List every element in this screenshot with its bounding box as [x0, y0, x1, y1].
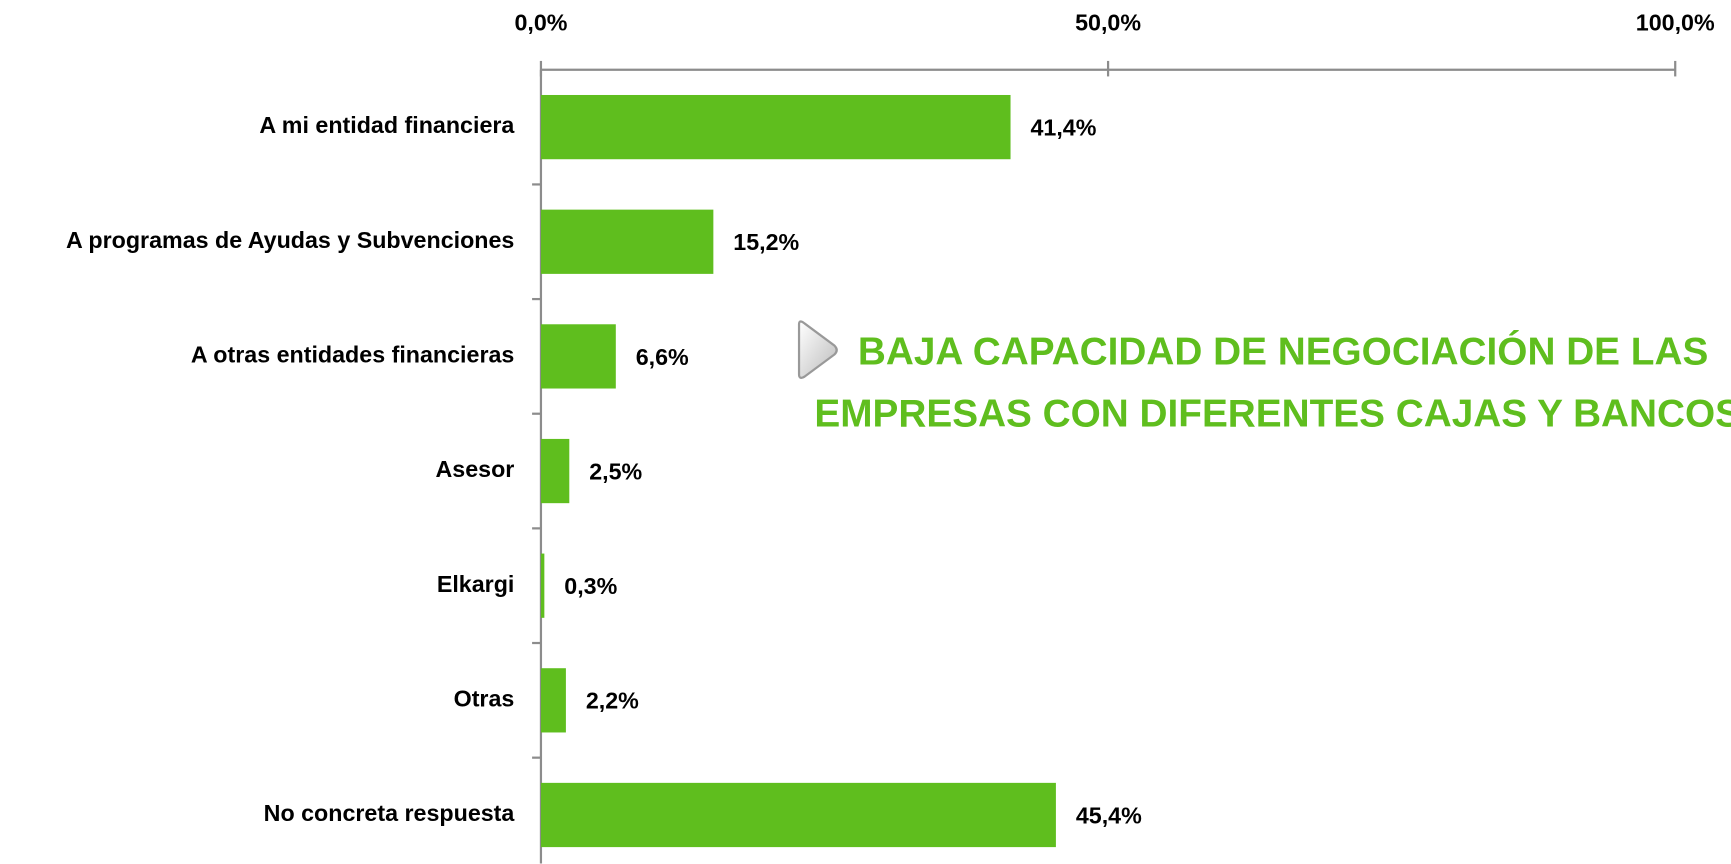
value-label: 2,2% [586, 688, 639, 714]
y-tick-label: A otras entidades financieras [191, 342, 514, 368]
value-label: 45,4% [1076, 802, 1142, 828]
value-label: 15,2% [733, 229, 799, 255]
bar [540, 782, 1056, 848]
bar [540, 438, 570, 504]
y-tick-label: Otras [454, 685, 515, 711]
x-tick-label: 100,0% [1636, 10, 1715, 36]
arrow-icon [797, 320, 838, 379]
bar [540, 94, 1011, 160]
y-tick-label: Elkargi [437, 571, 515, 597]
y-tick-label: A mi entidad financiera [259, 112, 515, 138]
value-label: 41,4% [1030, 114, 1096, 140]
annotation: EMPRESAS CON DIFERENTES CAJAS Y BANCOS. [814, 393, 1731, 436]
bar [540, 324, 616, 389]
y-tick-label: Asesor [436, 456, 515, 482]
value-label: 2,5% [589, 458, 642, 484]
x-tick-label: 50,0% [1075, 10, 1141, 36]
bar [540, 668, 566, 733]
value-label: 0,3% [564, 573, 617, 599]
annotation: BAJA CAPACIDAD DE NEGOCIACIÓN DE LAS [858, 330, 1708, 374]
x-tick-label: 0,0% [514, 10, 567, 36]
y-tick-label: No concreta respuesta [264, 800, 516, 826]
value-label: 6,6% [636, 344, 689, 370]
y-tick-label: A programas de Ayudas y Subvenciones [66, 227, 514, 253]
bar [540, 553, 545, 618]
bar [540, 209, 714, 274]
